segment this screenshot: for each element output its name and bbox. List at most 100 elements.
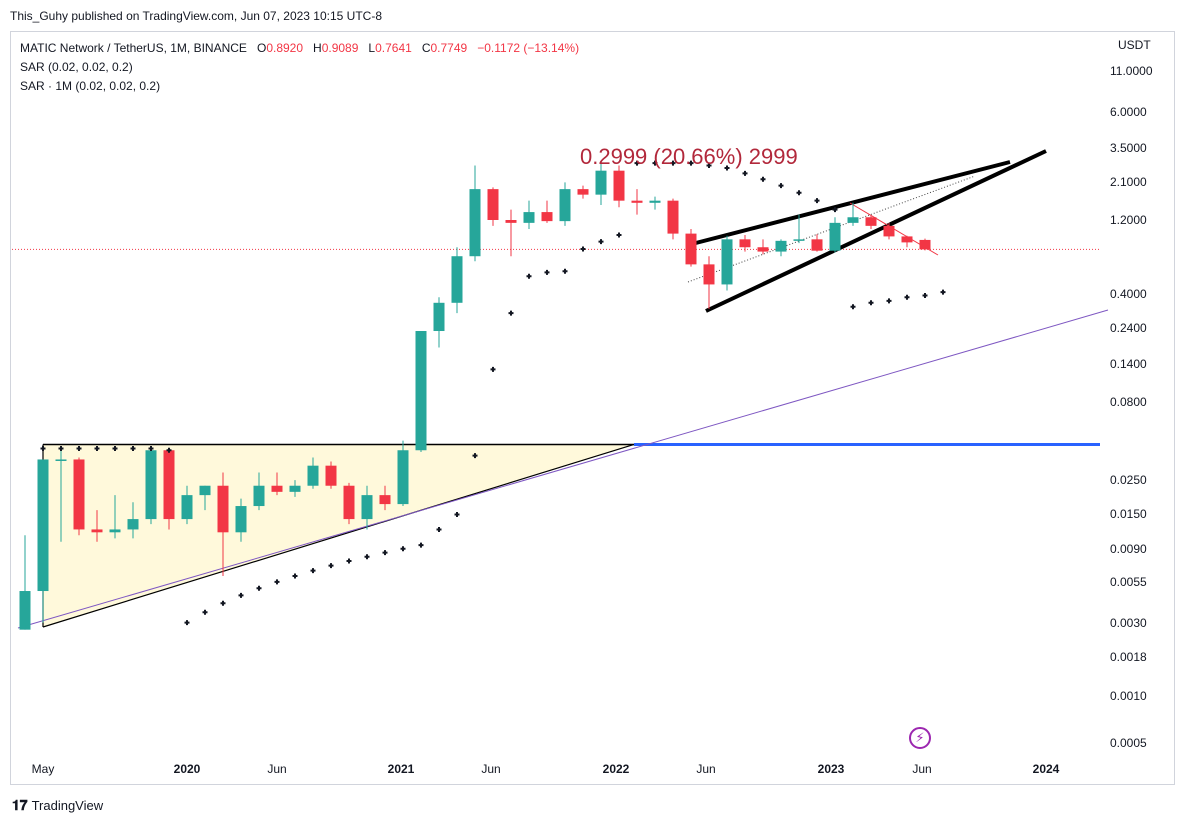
sar-dot (922, 293, 928, 299)
candle-body (811, 239, 823, 251)
candle-body (271, 485, 283, 492)
candle-body (793, 239, 805, 241)
sar-dot (742, 170, 748, 176)
sar-dot (796, 190, 802, 196)
sar-dot (580, 246, 586, 252)
sar-dot (526, 273, 532, 279)
close-label: C (421, 41, 431, 55)
candle-body (595, 170, 607, 195)
candle-body (505, 220, 517, 223)
triangle-base-edge (42, 443, 635, 628)
lightning-icon[interactable]: ⚡ (909, 727, 931, 749)
time-tick-label: Jun (696, 762, 716, 776)
candle-body (217, 485, 229, 533)
change-value: −0.1172 (−13.14%) (477, 41, 580, 55)
candle-body (469, 189, 481, 257)
sar-dot (832, 207, 838, 213)
open-label: O (256, 41, 267, 55)
candle-body (109, 529, 121, 533)
candle-body (343, 485, 355, 520)
price-tick-label: 0.0005 (1110, 736, 1147, 750)
candle-body (865, 217, 877, 226)
price-tick-label: 0.4000 (1110, 286, 1147, 301)
candle-body (739, 239, 751, 248)
price-tick-label: 0.0150 (1110, 507, 1147, 522)
measure-annotation: 0.2999 (20.66%) 2999 (580, 144, 798, 169)
price-tick-label: 0.1400 (1110, 357, 1147, 372)
tradingview-logo-icon: 𝟏𝟕 (12, 797, 28, 813)
sar-dot (112, 446, 118, 452)
sar-dot (382, 550, 388, 556)
sar-dot (292, 573, 298, 579)
price-tick-label: 0.0250 (1110, 473, 1147, 488)
sar-dot (670, 160, 676, 166)
sar-dot (346, 558, 352, 564)
tradingview-footer[interactable]: 𝟏𝟕 TradingView (12, 797, 103, 814)
candle-body (667, 200, 679, 234)
candle-body (145, 450, 157, 520)
candle-body (775, 240, 787, 252)
indicator-sar-1m[interactable]: SAR · 1M (0.02, 0.02, 0.2) (20, 79, 161, 93)
candle-body (649, 200, 661, 203)
time-tick-label: Jun (267, 762, 287, 776)
candle-body (127, 519, 139, 530)
long-term-trendline[interactable] (17, 309, 1109, 629)
price-tick-label: 2.1000 (1110, 175, 1147, 190)
candle-body (235, 506, 247, 533)
sar-dot (778, 183, 784, 189)
candle-body (883, 225, 895, 237)
candle-body (577, 189, 589, 195)
low-value: 0.7641 (375, 41, 412, 55)
symbol-title[interactable]: MATIC Network / TetherUS, 1M, BINANCE (20, 41, 247, 55)
sar-dot (562, 268, 568, 274)
candle-body (559, 189, 571, 222)
currency-label[interactable]: USDT (1118, 38, 1151, 52)
candle-body (163, 450, 175, 520)
time-tick-label: Jun (481, 762, 501, 776)
sar-dot (364, 554, 370, 560)
candle-body (199, 485, 211, 496)
candle-body (325, 465, 337, 486)
indicator-sar[interactable]: SAR (0.02, 0.02, 0.2) (20, 60, 133, 74)
chart-legend: MATIC Network / TetherUS, 1M, BINANCE O 0… (20, 39, 579, 96)
sar-dot (40, 446, 46, 452)
last-price-badge: 0.7749 23d 6h (1110, 241, 1162, 272)
sar-dot (220, 600, 226, 606)
publisher-caption: This_Guhy published on TradingView.com, … (10, 9, 382, 23)
candle-body (307, 465, 319, 486)
candle-body (829, 222, 841, 251)
sar-dot (706, 163, 712, 169)
sar-dot (886, 298, 892, 304)
price-tick-label: 0.0090 (1110, 541, 1147, 556)
sar-dot (328, 563, 334, 569)
sar-dot (418, 542, 424, 548)
candle-body (541, 212, 553, 222)
candle-body (415, 331, 427, 451)
high-value: 0.9089 (321, 41, 359, 55)
candle-body (55, 459, 67, 461)
sar-dot (544, 269, 550, 275)
level-price-badge: 0.0425 (1110, 436, 1162, 452)
sar-dot (400, 546, 406, 552)
chart-frame (10, 31, 1175, 785)
sar-dot (490, 366, 496, 372)
sar-dot (94, 446, 100, 452)
price-tick-label: 3.5000 (1110, 141, 1147, 156)
sar-dot (814, 198, 820, 204)
candle-body (397, 450, 409, 505)
price-tick-label: 0.0018 (1110, 649, 1147, 664)
price-tick-label: 6.0000 (1110, 104, 1147, 119)
time-tick-label: 2024 (1032, 762, 1060, 776)
time-tick-label: 2022 (602, 762, 630, 776)
candle-body (847, 217, 859, 223)
price-tick-label: 0.0030 (1110, 615, 1147, 630)
candle-body (451, 256, 463, 303)
wedge-lower-line (705, 149, 1047, 313)
candle-body (721, 239, 733, 285)
time-tick-label: 2023 (817, 762, 845, 776)
price-tick-label: 11.0000 (1110, 64, 1153, 79)
candle-body (523, 212, 535, 223)
sar-dot (130, 446, 136, 452)
candle-body (19, 591, 31, 630)
